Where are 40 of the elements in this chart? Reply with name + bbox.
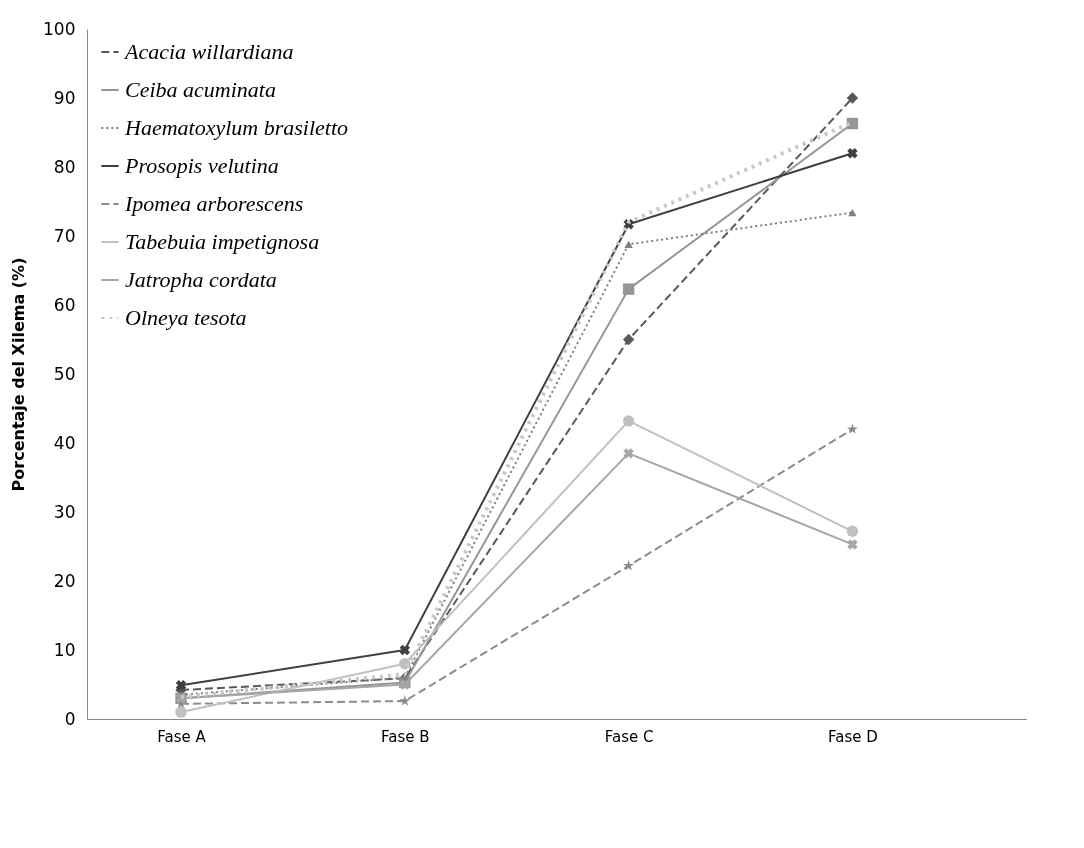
x-tick-label: Fase C: [604, 727, 654, 746]
legend-label: Prosopis velutina: [124, 153, 279, 178]
y-axis-title: Porcentaje del Xilema (%): [9, 257, 29, 492]
y-tick-label: 40: [53, 432, 76, 453]
legend-label: Haematoxylum brasiletto: [124, 115, 349, 140]
legend-label: Acacia willardiana: [123, 39, 294, 64]
point: [847, 148, 858, 159]
y-tick-label: 70: [53, 225, 76, 246]
point: [624, 240, 633, 248]
point: [847, 539, 858, 550]
point: [848, 208, 857, 217]
y-tick-label: 90: [53, 87, 76, 108]
y-tick-label: 50: [53, 363, 76, 384]
point: [846, 525, 859, 538]
y-tick-label: 80: [53, 156, 76, 177]
point: [622, 415, 635, 427]
x-tick-label: Fase D: [828, 727, 878, 746]
y-tick-label: 20: [53, 570, 76, 591]
y-tick-label: 30: [53, 501, 76, 522]
point: [846, 92, 859, 104]
point: [399, 695, 411, 706]
point: [622, 283, 635, 295]
point: [847, 423, 858, 434]
legend-label: Olneya tesota: [125, 305, 247, 330]
point: [623, 448, 634, 459]
point: [175, 680, 187, 691]
point: [399, 644, 410, 656]
legend-label: Tabebuia impetignosa: [125, 229, 320, 254]
y-tick-label: 100: [43, 18, 76, 39]
legend-label: Ipomea arborescens: [124, 191, 304, 216]
y-tick-label: 10: [53, 639, 76, 660]
point: [175, 706, 187, 718]
y-tick-label: 60: [53, 294, 76, 315]
point: [622, 333, 635, 346]
x-tick-label: Fase A: [157, 727, 207, 746]
legend-label: Ceiba acuminata: [125, 77, 276, 102]
x-tick-label: Fase B: [381, 727, 430, 746]
y-tick-label: 0: [64, 708, 76, 729]
legend-label: Jatropha cordata: [125, 267, 277, 292]
point: [623, 560, 635, 571]
